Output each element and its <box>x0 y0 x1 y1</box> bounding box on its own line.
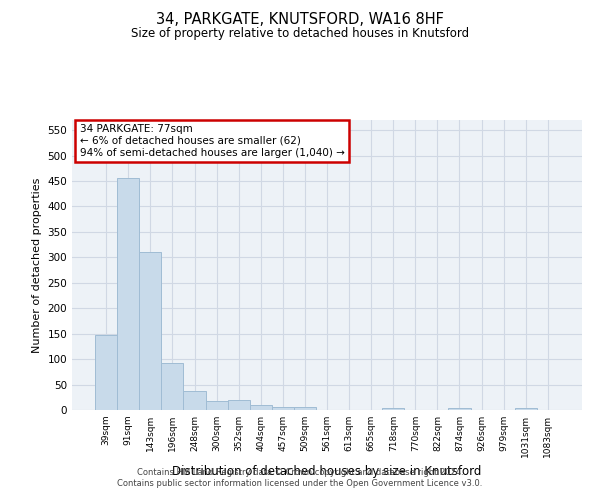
Bar <box>139 252 161 410</box>
X-axis label: Distribution of detached houses by size in Knutsford: Distribution of detached houses by size … <box>172 466 482 478</box>
Bar <box>206 401 227 410</box>
Bar <box>117 178 139 410</box>
Bar <box>272 408 294 410</box>
Text: Size of property relative to detached houses in Knutsford: Size of property relative to detached ho… <box>131 28 469 40</box>
Bar <box>382 408 404 410</box>
Text: Contains HM Land Registry data © Crown copyright and database right 2024.
Contai: Contains HM Land Registry data © Crown c… <box>118 468 482 487</box>
Bar <box>294 408 316 410</box>
Text: 34, PARKGATE, KNUTSFORD, WA16 8HF: 34, PARKGATE, KNUTSFORD, WA16 8HF <box>156 12 444 28</box>
Bar <box>250 405 272 410</box>
Bar <box>448 408 470 410</box>
Bar <box>515 408 537 410</box>
Bar <box>227 400 250 410</box>
Text: 34 PARKGATE: 77sqm
← 6% of detached houses are smaller (62)
94% of semi-detached: 34 PARKGATE: 77sqm ← 6% of detached hous… <box>80 124 344 158</box>
Bar <box>95 334 117 410</box>
Bar <box>161 363 184 410</box>
Bar <box>184 390 206 410</box>
Y-axis label: Number of detached properties: Number of detached properties <box>32 178 42 352</box>
